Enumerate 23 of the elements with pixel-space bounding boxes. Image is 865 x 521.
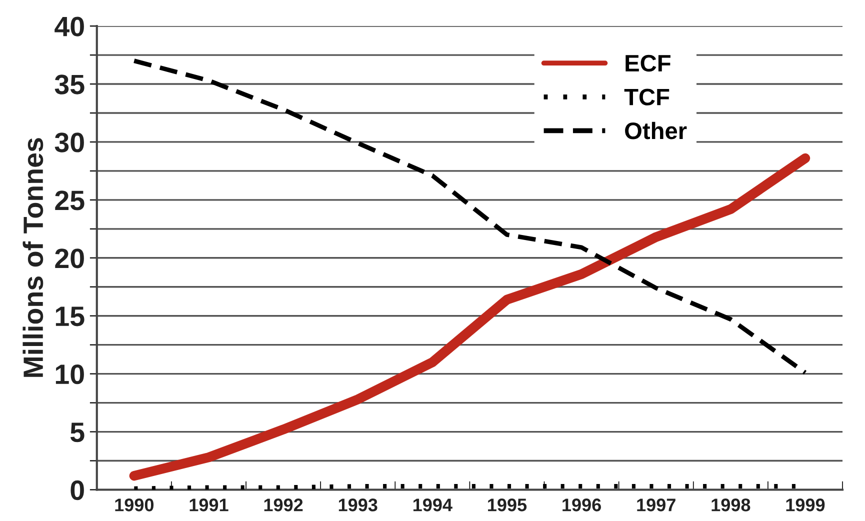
x-tick-label: 1999	[786, 498, 825, 512]
legend-label: TCF	[624, 88, 670, 106]
legend-label: Other	[625, 122, 687, 140]
y-tick-label: 15	[56, 306, 84, 326]
x-tick-label: 1990	[115, 498, 154, 512]
x-tick-label: 1995	[488, 498, 527, 512]
y-tick-label: 5	[70, 422, 84, 442]
y-tick-label: 30	[54, 132, 84, 152]
legend-label: ECF	[626, 54, 670, 72]
y-tick-label: 40	[54, 16, 84, 36]
y-tick-label: 25	[55, 190, 84, 210]
x-tick-label: 1997	[637, 498, 676, 512]
x-tick-label: 1993	[338, 498, 378, 512]
y-tick-label: 10	[56, 364, 84, 384]
y-tick-label: 20	[55, 248, 84, 268]
y-axis-title: Millions of Tonnes	[22, 138, 44, 377]
x-tick-label: 1994	[413, 498, 452, 512]
y-tick-label: 0	[70, 480, 84, 500]
y-tick-label: 35	[54, 74, 84, 94]
x-tick-label: 1992	[264, 498, 303, 512]
x-tick-label: 1996	[562, 498, 601, 512]
x-tick-label: 1998	[712, 498, 750, 512]
x-tick-label: 1991	[190, 498, 228, 512]
